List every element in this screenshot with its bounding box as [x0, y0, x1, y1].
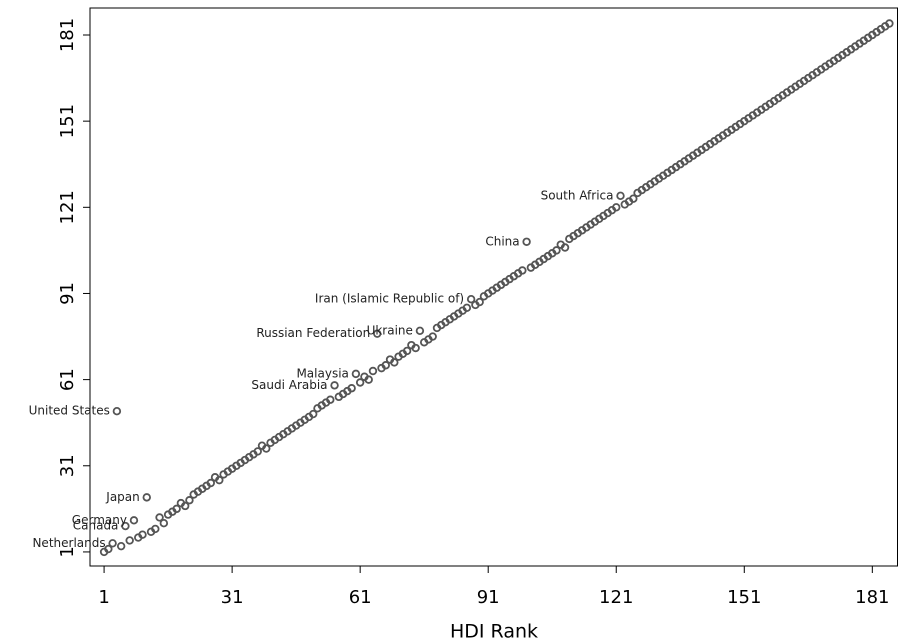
- point: [355, 378, 365, 387]
- point: [309, 409, 318, 419]
- y-tick-label: 31: [57, 454, 78, 477]
- point: [612, 203, 621, 212]
- point: [155, 513, 164, 522]
- point: [326, 395, 335, 404]
- point-annotation: Canada: [73, 519, 119, 533]
- point-annotation: South Africa: [541, 188, 614, 202]
- point-annotation: Netherlands: [32, 536, 105, 550]
- point: [159, 519, 169, 528]
- point: [108, 539, 117, 548]
- point: [466, 295, 476, 304]
- x-tick-label: 1: [98, 587, 109, 608]
- y-tick-label: 91: [57, 282, 78, 305]
- x-tick-label: 61: [349, 587, 372, 608]
- point: [185, 496, 194, 505]
- point: [629, 194, 638, 203]
- point: [364, 375, 373, 384]
- point: [885, 19, 894, 28]
- point: [390, 358, 399, 367]
- point-annotation: Germany: [72, 513, 127, 527]
- point-annotation: Iran (Islamic Republic of): [315, 292, 464, 306]
- point: [368, 366, 378, 376]
- point: [253, 447, 262, 456]
- point: [428, 332, 437, 341]
- point: [215, 475, 224, 485]
- y-tick-label: 181: [57, 18, 78, 52]
- point: [142, 493, 151, 502]
- x-tick-label: 151: [727, 587, 761, 608]
- point: [129, 516, 139, 525]
- point: [330, 381, 339, 390]
- point: [351, 369, 361, 379]
- x-tick-label: 91: [477, 587, 500, 608]
- point: [347, 384, 356, 393]
- point: [411, 343, 420, 353]
- point: [415, 326, 425, 335]
- point: [116, 541, 126, 551]
- point: [373, 329, 382, 338]
- point-annotation: China: [485, 234, 519, 248]
- point: [206, 478, 215, 488]
- point-annotation: Russian Federation: [256, 326, 370, 340]
- x-tick-label: 31: [221, 587, 244, 608]
- point-annotation: Ukraine: [367, 323, 413, 337]
- point: [172, 504, 181, 514]
- point: [121, 521, 130, 531]
- point: [112, 407, 122, 416]
- point: [125, 536, 134, 545]
- point: [560, 243, 570, 252]
- x-tick-label: 121: [599, 587, 633, 608]
- point: [262, 444, 271, 453]
- point: [522, 237, 531, 246]
- x-tick-label: 181: [855, 587, 889, 608]
- point: [180, 501, 190, 511]
- point: [402, 346, 412, 356]
- point: [104, 544, 113, 554]
- x-axis-title: HDI Rank: [450, 621, 538, 643]
- point-annotation: Malaysia: [296, 366, 348, 380]
- point: [138, 530, 147, 539]
- point-annotation: Japan: [105, 490, 139, 504]
- point: [616, 191, 625, 201]
- point: [462, 303, 472, 313]
- point: [151, 524, 160, 534]
- y-tick-label: 1: [57, 546, 78, 557]
- point: [518, 266, 527, 275]
- point: [381, 361, 390, 370]
- point: [475, 297, 484, 307]
- y-tick-label: 151: [57, 104, 78, 138]
- point: [552, 246, 561, 255]
- y-tick-label: 61: [57, 368, 78, 391]
- y-tick-label: 121: [57, 190, 78, 224]
- plot-frame: [89, 7, 898, 567]
- point-annotation: United States: [29, 404, 110, 418]
- point-annotation: Saudi Arabia: [251, 378, 327, 392]
